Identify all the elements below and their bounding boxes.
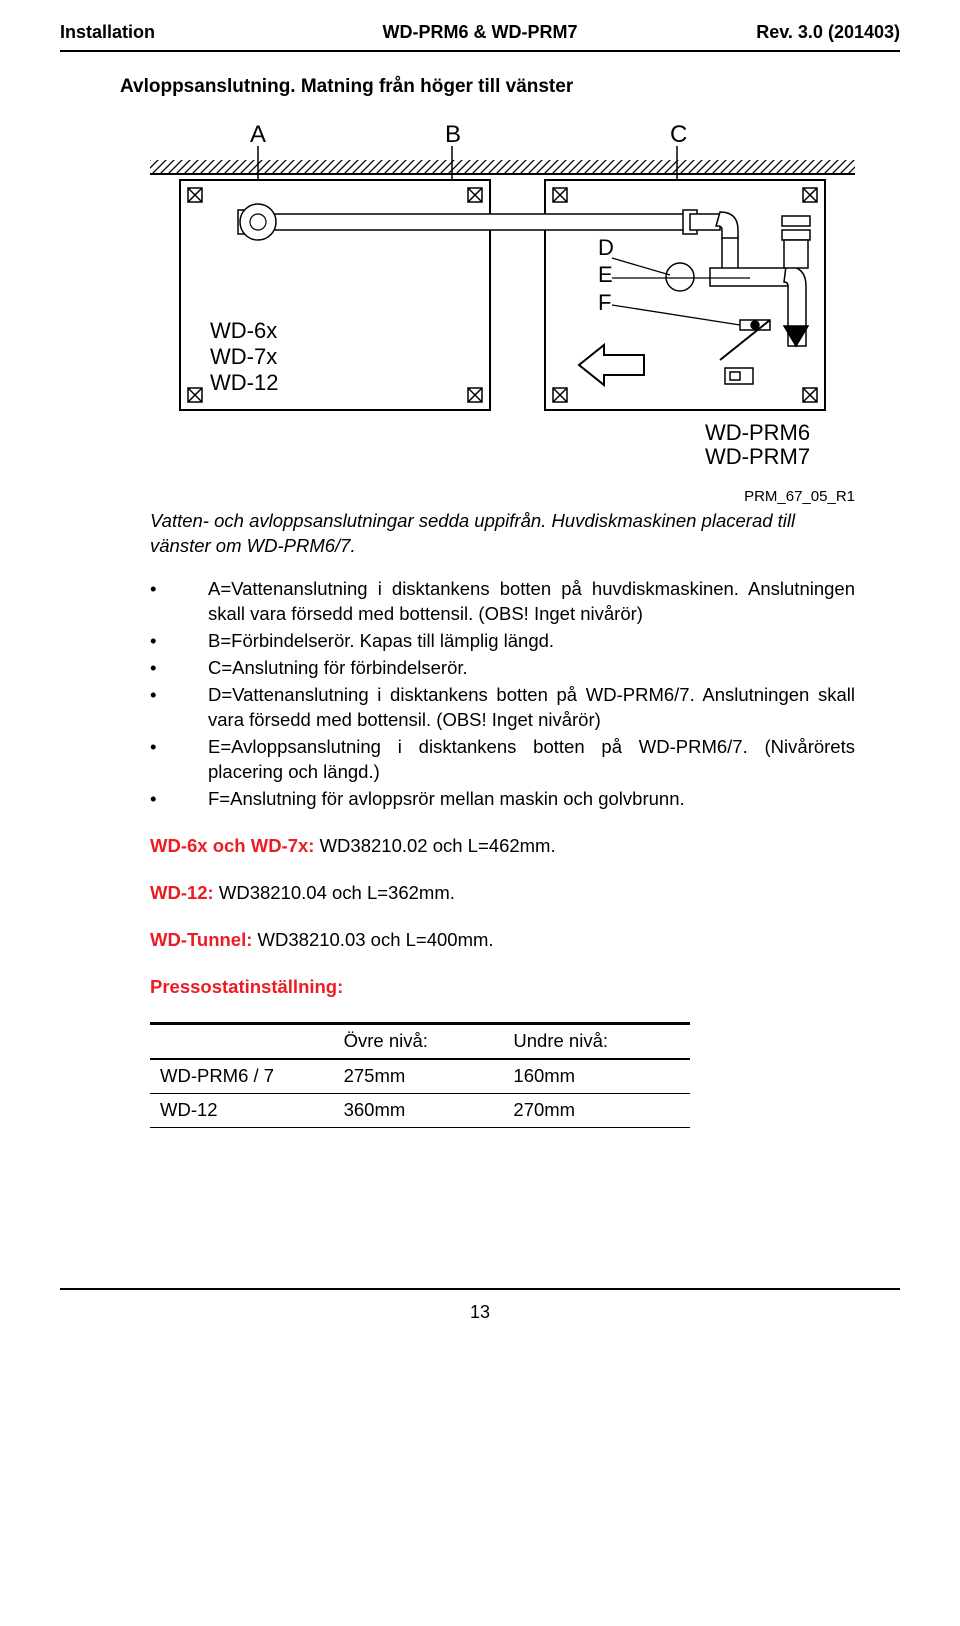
diagram-label-A: A: [250, 121, 266, 148]
table-header-row: Övre nivå: Undre nivå:: [150, 1023, 690, 1058]
diagram-label-D: D: [598, 235, 614, 260]
info-wd12: WD-12: WD38210.04 och L=362mm.: [150, 881, 900, 906]
bullet-item: •B=Förbindelserör. Kapas till lämplig lä…: [150, 629, 855, 654]
table-row: WD-12 360mm 270mm: [150, 1093, 690, 1127]
footer-rule: [60, 1288, 900, 1290]
info-wdtunnel: WD-Tunnel: WD38210.03 och L=400mm.: [150, 928, 900, 953]
diagram-label-B: B: [445, 121, 461, 148]
pipe-B: [238, 210, 697, 234]
bullet-item: •D=Vattenanslutning i disktankens botten…: [150, 683, 855, 733]
figure-id: PRM_67_05_R1: [150, 487, 855, 507]
table-cell: 160mm: [503, 1059, 690, 1093]
diagram: A B C: [150, 120, 855, 477]
levels-table: Övre nivå: Undre nivå: WD-PRM6 / 7 275mm…: [150, 1022, 690, 1128]
label-wd12: WD-12:: [150, 882, 214, 903]
page-number: 13: [60, 1300, 900, 1324]
levels-table-wrap: Övre nivå: Undre nivå: WD-PRM6 / 7 275mm…: [150, 1022, 690, 1128]
caption-line-1: Vatten- och avloppsanslutningar sedda up…: [150, 509, 855, 534]
page-container: Installation WD-PRM6 & WD-PRM7 Rev. 3.0 …: [0, 0, 960, 1364]
table-cell: 270mm: [503, 1093, 690, 1127]
table-header-empty: [150, 1023, 334, 1058]
header-rule: [60, 50, 900, 52]
figure-caption: PRM_67_05_R1 Vatten- och avloppsanslutni…: [150, 487, 855, 559]
page-header: Installation WD-PRM6 & WD-PRM7 Rev. 3.0 …: [60, 20, 900, 44]
table-cell: WD-12: [150, 1093, 334, 1127]
value-wdtunnel: WD38210.03 och L=400mm.: [252, 929, 493, 950]
fitting-A: [240, 204, 276, 240]
info-pressostat: Pressostatinställning:: [150, 975, 900, 1000]
header-left: Installation: [60, 20, 340, 44]
left-box-text-1: WD-6x: [210, 318, 277, 343]
left-box-text-2: WD-7x: [210, 344, 277, 369]
header-center: WD-PRM6 & WD-PRM7: [340, 20, 620, 44]
table-cell: 360mm: [334, 1093, 504, 1127]
hatch-rail: [150, 160, 855, 174]
left-box-text-3: WD-12: [210, 370, 278, 395]
diagram-svg: A B C: [150, 120, 855, 470]
label-pressostat: Pressostatinställning:: [150, 976, 343, 997]
right-box-text-2: WD-PRM7: [705, 444, 810, 469]
value-wd12: WD38210.04 och L=362mm.: [214, 882, 455, 903]
table-cell: WD-PRM6 / 7: [150, 1059, 334, 1093]
caption-line-2: vänster om WD-PRM6/7.: [150, 534, 855, 559]
bullet-item: •A=Vattenanslutning i disktankens botten…: [150, 577, 855, 627]
diagram-label-F: F: [598, 290, 611, 315]
table-header-upper: Övre nivå:: [334, 1023, 504, 1058]
bullet-item: •F=Anslutning för avloppsrör mellan mask…: [150, 787, 855, 812]
bullet-item: •C=Anslutning för förbindelserör.: [150, 656, 855, 681]
label-wd6x7x: WD-6x och WD-7x:: [150, 835, 314, 856]
info-wd6x7x: WD-6x och WD-7x: WD38210.02 och L=462mm.: [150, 834, 900, 859]
diagram-label-E: E: [598, 262, 613, 287]
value-wd6x7x: WD38210.02 och L=462mm.: [314, 835, 555, 856]
right-box-text-1: WD-PRM6: [705, 420, 810, 445]
diagram-label-C: C: [670, 121, 687, 148]
label-wdtunnel: WD-Tunnel:: [150, 929, 252, 950]
bullet-list: •A=Vattenanslutning i disktankens botten…: [150, 577, 855, 812]
page-footer: 13: [60, 1288, 900, 1324]
table-row: WD-PRM6 / 7 275mm 160mm: [150, 1059, 690, 1093]
header-right: Rev. 3.0 (201403): [620, 20, 900, 44]
table-header-lower: Undre nivå:: [503, 1023, 690, 1058]
section-title: Avloppsanslutning. Matning från höger ti…: [120, 74, 900, 100]
bullet-item: •E=Avloppsanslutning i disktankens botte…: [150, 735, 855, 785]
table-cell: 275mm: [334, 1059, 504, 1093]
